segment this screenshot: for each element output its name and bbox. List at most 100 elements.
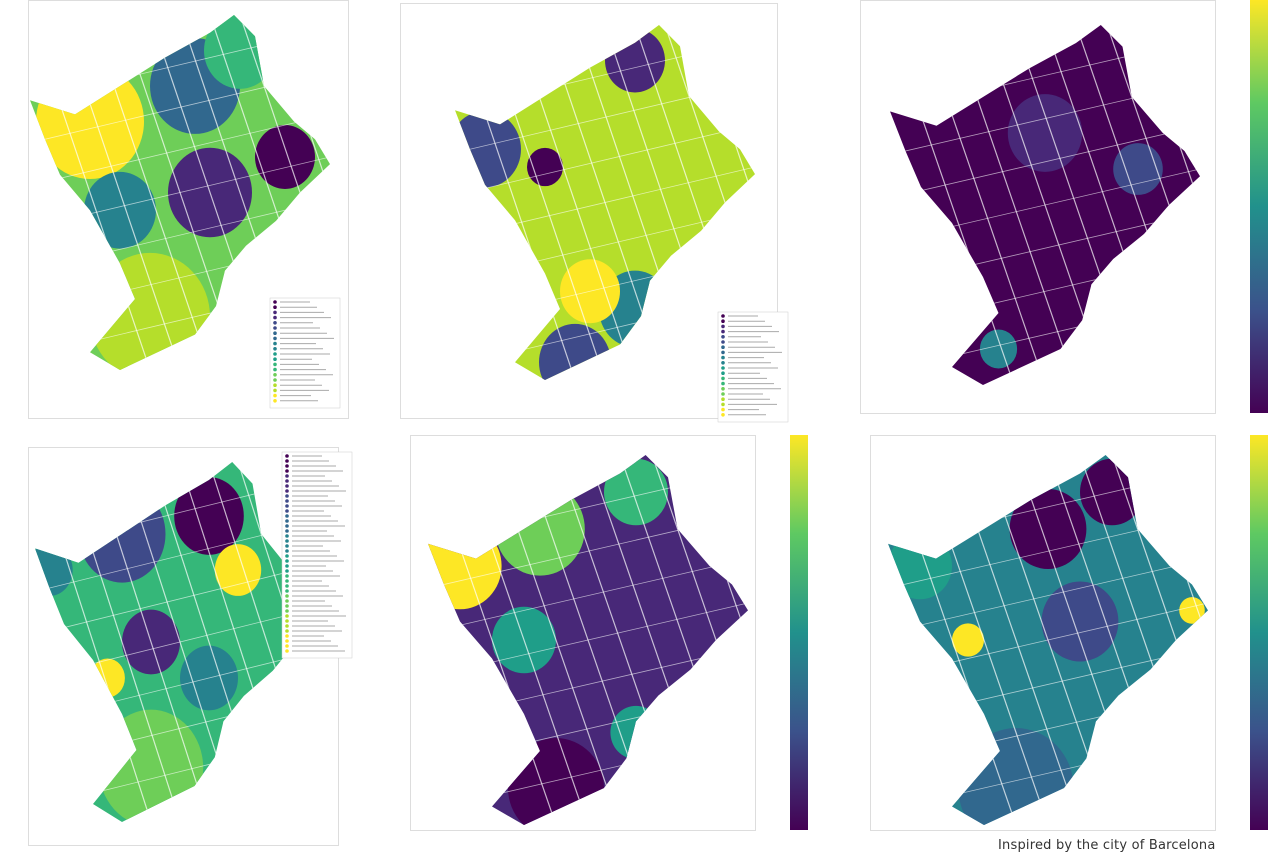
legend-swatch: [273, 357, 277, 362]
legend-swatch: [273, 352, 277, 356]
street: [240, 15, 360, 370]
street: [428, 559, 748, 633]
legend-swatch: [721, 392, 725, 396]
legend-swatch: [273, 362, 277, 367]
legend-swatch: [273, 378, 277, 382]
legend-swatch: [285, 614, 289, 618]
map-panel: [410, 435, 780, 831]
legend-swatch: [285, 539, 289, 543]
legend-swatch: [721, 371, 725, 376]
street: [665, 25, 785, 380]
legend-swatch: [285, 544, 289, 548]
legend-swatch: [273, 315, 277, 320]
legend-swatch: [285, 554, 289, 558]
legend-swatch: [285, 569, 289, 573]
colorbar: [1250, 0, 1268, 413]
street: [890, 126, 1200, 198]
legend-swatch: [721, 329, 725, 334]
port: [1086, 714, 1112, 781]
legend-swatch: [721, 361, 725, 365]
district: [1041, 581, 1119, 662]
legend-swatch: [285, 474, 289, 478]
legend-swatch: [273, 383, 277, 388]
legend-swatch: [285, 624, 289, 628]
legend-swatch: [285, 454, 289, 458]
legend-swatch: [273, 373, 277, 377]
legend-swatch: [721, 381, 725, 386]
district: [214, 544, 262, 596]
port: [1082, 277, 1107, 342]
street: [30, 114, 330, 185]
street: [35, 563, 325, 635]
legend-swatch: [721, 324, 725, 329]
legend-swatch: [285, 579, 289, 583]
legend-swatch: [273, 326, 277, 330]
legend-swatch: [285, 634, 289, 638]
legend-swatch: [273, 393, 277, 398]
legend-swatch: [273, 347, 277, 351]
legend-swatch: [721, 376, 725, 381]
legend-swatch: [721, 366, 725, 370]
legend-swatch: [273, 331, 277, 336]
legend-swatch: [285, 639, 289, 643]
district: [1179, 597, 1205, 624]
street: [652, 455, 780, 825]
port: [214, 714, 238, 779]
map-panel: [28, 0, 360, 419]
port: [626, 714, 652, 781]
legend-swatch: [285, 494, 289, 498]
legend-swatch: [285, 599, 289, 603]
legend-swatch: [721, 407, 725, 412]
legend-swatch: [721, 402, 725, 407]
legend-swatch: [285, 464, 289, 468]
legend-swatch: [285, 489, 289, 493]
legend-swatch: [285, 549, 289, 553]
street: [1107, 25, 1231, 385]
legend-swatch: [721, 314, 725, 318]
legend-swatch: [285, 524, 289, 528]
map-panel: [28, 447, 353, 846]
district: [979, 329, 1018, 369]
legend-swatch: [285, 514, 289, 518]
legend-swatch: [285, 504, 289, 508]
legend-swatch: [285, 534, 289, 538]
legend-swatch: [285, 574, 289, 578]
legend-swatch: [285, 509, 289, 513]
district: [1007, 94, 1083, 172]
legend-swatch: [285, 609, 289, 613]
legend-swatch: [273, 336, 277, 341]
legend-swatch: [273, 300, 277, 304]
colorbar: [1250, 435, 1268, 830]
legend-swatch: [285, 564, 289, 568]
legend-swatch: [721, 340, 725, 344]
map-panel: [870, 435, 1240, 831]
street: [888, 559, 1208, 633]
legend-swatch: [285, 529, 289, 533]
colorbar: [790, 435, 808, 830]
legend-swatch: [285, 644, 289, 648]
legend-swatch: [721, 319, 725, 324]
legend-swatch: [721, 355, 725, 360]
street: [1112, 455, 1240, 825]
street: [455, 124, 755, 195]
legend-swatch: [273, 305, 277, 310]
legend-swatch: [285, 594, 289, 598]
legend-swatch: [273, 399, 277, 403]
legend-swatch: [285, 629, 289, 633]
legend-swatch: [285, 459, 289, 463]
map-panel: [860, 0, 1231, 414]
legend-swatch: [285, 589, 289, 593]
caption: Inspired by the city of Barcelona: [998, 838, 1216, 853]
legend-swatch: [285, 559, 289, 563]
legend-swatch: [285, 584, 289, 588]
legend-swatch: [285, 499, 289, 503]
legend-box: [269, 297, 341, 409]
legend-swatch: [721, 413, 725, 417]
legend-swatch: [285, 649, 289, 653]
panels: [28, 0, 1268, 846]
legend-swatch: [273, 310, 277, 315]
district: [952, 623, 984, 657]
port: [216, 263, 240, 328]
